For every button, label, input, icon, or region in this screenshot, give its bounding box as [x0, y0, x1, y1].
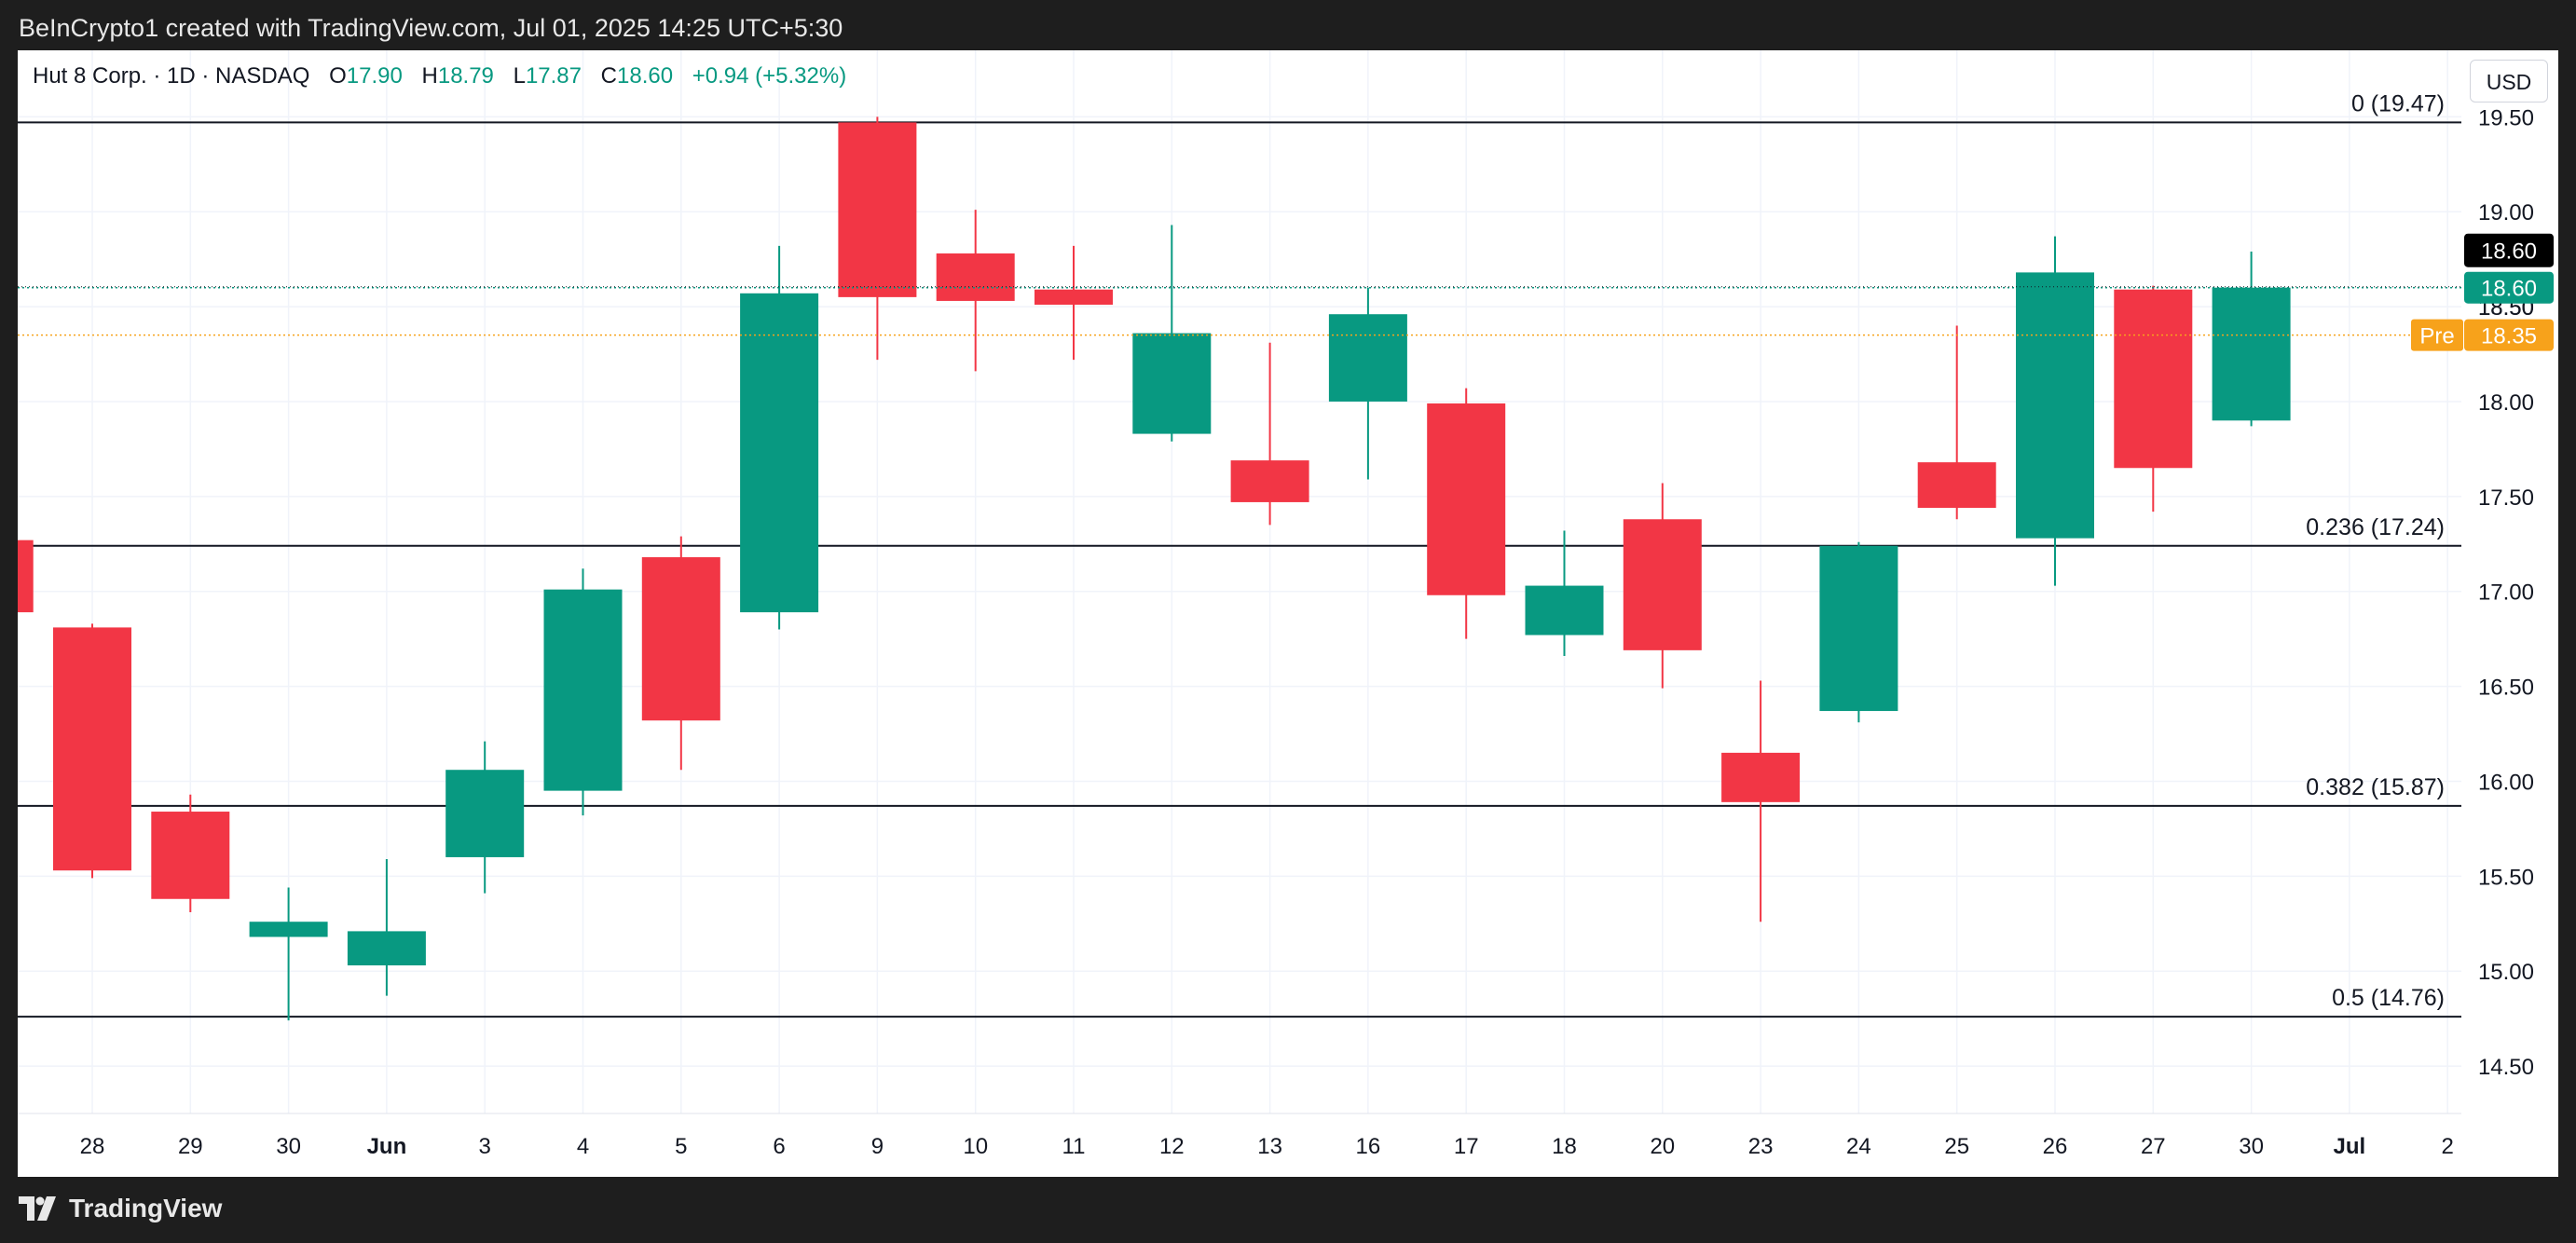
x-tick-label: 18	[1552, 1134, 1577, 1159]
y-tick-label: 19.00	[2478, 200, 2534, 225]
attribution-bar: BeInCrypto1 created with TradingView.com…	[0, 0, 2576, 50]
close-price-tag: 18.60	[2481, 277, 2537, 302]
footer-bar: TradingView	[0, 1177, 2576, 1243]
last-price-tag-bg	[2464, 233, 2554, 267]
last-price-tag: 18.60	[2481, 239, 2537, 265]
premarket-tag: Pre	[2419, 324, 2454, 349]
y-tick-label: 19.50	[2478, 105, 2534, 130]
open-value: 17.90	[346, 63, 403, 89]
chart-panel[interactable]: 14.50 15.00 15.50 16.00 16.50 17.00 17.50 18.00…	[18, 50, 2558, 1177]
x-tick-label: 27	[2141, 1134, 2166, 1159]
attribution-text: BeInCrypto1 created with TradingView.com…	[19, 14, 843, 42]
high-label: H	[421, 63, 438, 89]
x-tick-label: 30	[276, 1134, 301, 1159]
tradingview-logo-icon	[19, 1196, 60, 1221]
y-tick-label: 16.50	[2478, 676, 2534, 701]
fib-level-label: 0.382 (15.87)	[2306, 774, 2445, 800]
x-tick-label: 6	[773, 1134, 785, 1159]
y-tick-label: 18.00	[2478, 390, 2534, 416]
x-tick-label: 23	[1748, 1134, 1774, 1159]
candle-body	[151, 812, 230, 899]
candle-body	[1525, 585, 1604, 635]
close-label: C	[600, 63, 618, 89]
candle-body	[1917, 462, 1996, 509]
fib-level-label: 0.5 (14.76)	[2332, 985, 2445, 1011]
y-tick-label: 16.00	[2478, 770, 2534, 795]
candle-body	[2016, 272, 2094, 539]
currency-button[interactable]: USD	[2470, 60, 2548, 102]
open-label: O	[329, 63, 347, 89]
x-tick-label: 26	[2043, 1134, 2068, 1159]
close-value: 18.60	[617, 63, 674, 89]
change-value: +0.94 (+5.32%)	[692, 63, 847, 89]
tradingview-logo[interactable]: TradingView	[19, 1194, 222, 1223]
candle-body	[740, 293, 819, 613]
candle-body	[641, 557, 720, 721]
close-price-tag-bg	[2464, 271, 2554, 304]
candle-body	[2212, 287, 2291, 421]
candlestick-chart[interactable]: 14.50 15.00 15.50 16.00 16.50 17.00 17.50 18.00…	[18, 50, 2558, 1177]
candle-body	[543, 589, 623, 791]
premarket-price-tag: 18.35	[2481, 324, 2537, 349]
x-tick-label: 17	[1454, 1134, 1479, 1159]
x-tick-label: 9	[871, 1134, 884, 1159]
candle-body	[249, 922, 328, 937]
candle-body	[2114, 289, 2193, 469]
x-tick-label: 29	[178, 1134, 203, 1159]
low-label: L	[513, 63, 526, 89]
x-tick-label: 12	[1159, 1134, 1185, 1159]
x-tick-label: Jun	[367, 1134, 407, 1159]
symbol-name[interactable]: Hut 8 Corp. · 1D · NASDAQ	[33, 63, 310, 89]
fib-level-label: 0.236 (17.24)	[2306, 514, 2445, 540]
candle-body	[1132, 333, 1212, 434]
premarket-price-tag-bg	[2464, 319, 2554, 351]
x-tick-label: 16	[1356, 1134, 1381, 1159]
symbol-legend: Hut 8 Corp. · 1D · NASDAQ O17.90 H18.79 …	[33, 63, 846, 89]
candle-body	[1623, 519, 1702, 650]
fib-level-label: 0 (19.47)	[2351, 90, 2445, 116]
x-tick-label: Jul	[2334, 1134, 2366, 1159]
candle-body	[1427, 403, 1506, 595]
premarket-tag-bg	[2411, 319, 2463, 351]
x-tick-label: 28	[80, 1134, 105, 1159]
x-tick-label: 4	[577, 1134, 589, 1159]
candle-body	[1721, 752, 1801, 802]
x-tick-label: 11	[1062, 1134, 1086, 1159]
y-tick-label: 15.50	[2478, 865, 2534, 890]
y-tick-label: 17.00	[2478, 581, 2534, 606]
candle-body	[1035, 289, 1113, 306]
high-value: 18.79	[437, 63, 494, 89]
x-tick-label: 2	[2442, 1134, 2454, 1159]
x-tick-label: 20	[1650, 1134, 1675, 1159]
x-tick-label: 3	[479, 1134, 491, 1159]
x-tick-label: 13	[1257, 1134, 1282, 1159]
tradingview-brand: TradingView	[69, 1194, 223, 1223]
x-tick-label: 25	[1944, 1134, 1969, 1159]
candle-body	[936, 253, 1015, 301]
x-tick-label: 30	[2239, 1134, 2264, 1159]
x-tick-label: 10	[963, 1134, 988, 1159]
candle-body	[347, 931, 426, 966]
candle-body	[445, 770, 525, 857]
candle-body	[838, 122, 917, 297]
x-tick-label: 5	[675, 1134, 687, 1159]
candle-body	[1328, 314, 1407, 402]
y-tick-label: 14.50	[2478, 1055, 2534, 1080]
candle-body	[18, 540, 34, 613]
low-value: 17.87	[525, 63, 582, 89]
y-tick-label: 17.50	[2478, 485, 2534, 511]
x-tick-label: 24	[1846, 1134, 1871, 1159]
candle-body	[1230, 460, 1309, 502]
y-tick-label: 15.00	[2478, 960, 2534, 985]
candle-body	[1819, 545, 1898, 712]
candle-body	[53, 627, 131, 871]
